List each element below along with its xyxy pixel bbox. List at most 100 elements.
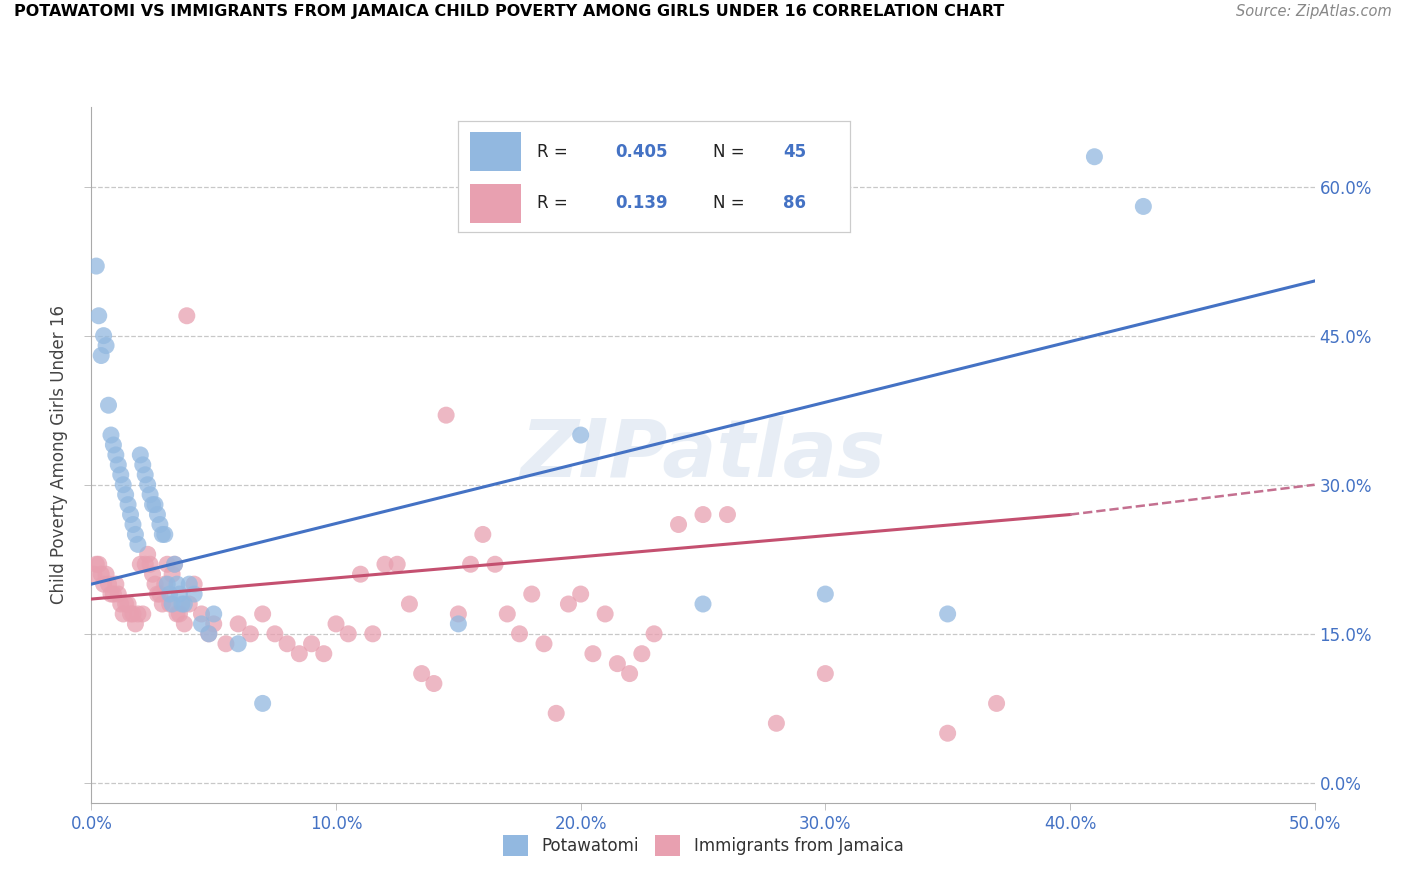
Point (325, 616, 347, 631)
Point (159, 597, 181, 611)
Point (149, 587, 172, 601)
Point (569, 587, 592, 601)
Point (124, 527, 146, 541)
Point (337, 627, 360, 641)
Point (94, 338, 117, 352)
Point (484, 558, 506, 572)
Point (129, 448, 152, 462)
Point (117, 597, 139, 611)
Point (716, 508, 738, 522)
Point (143, 498, 166, 512)
Point (149, 517, 172, 532)
Point (765, 716, 787, 731)
Point (139, 488, 162, 502)
Point (582, 647, 605, 661)
Point (183, 587, 205, 601)
Point (173, 597, 195, 611)
Point (496, 607, 519, 621)
Point (90, 349, 112, 363)
Point (124, 616, 146, 631)
Point (447, 607, 470, 621)
Point (179, 597, 201, 611)
Point (129, 558, 152, 572)
Point (252, 607, 274, 621)
Point (411, 666, 433, 681)
Point (643, 627, 665, 641)
Point (141, 567, 163, 582)
Y-axis label: Child Poverty Among Girls Under 16: Child Poverty Among Girls Under 16 (51, 305, 69, 605)
Point (593, 607, 616, 621)
Point (166, 607, 188, 621)
Point (107, 587, 129, 601)
Point (398, 597, 420, 611)
Point (631, 647, 654, 661)
Point (226, 616, 249, 631)
Point (160, 567, 183, 582)
Point (471, 527, 494, 541)
Point (112, 477, 135, 491)
Point (183, 577, 205, 591)
Point (87, 558, 110, 572)
Point (156, 577, 179, 591)
Point (460, 558, 482, 572)
Point (986, 697, 1008, 711)
Point (533, 637, 555, 651)
Point (423, 676, 446, 690)
Point (84, 259, 107, 273)
Text: Source: ZipAtlas.com: Source: ZipAtlas.com (1236, 4, 1392, 20)
Point (97, 577, 120, 591)
Point (226, 637, 249, 651)
Point (103, 587, 125, 601)
Point (100, 587, 122, 601)
Point (936, 607, 959, 621)
Point (134, 467, 156, 482)
Point (139, 558, 162, 572)
Point (110, 467, 132, 482)
Point (692, 597, 714, 611)
Point (668, 517, 690, 532)
Point (114, 488, 136, 502)
Point (120, 607, 142, 621)
Point (122, 517, 145, 532)
Point (87, 309, 110, 323)
Point (120, 508, 142, 522)
Point (288, 647, 311, 661)
Point (83, 567, 105, 582)
Point (150, 597, 173, 611)
Point (156, 558, 179, 572)
Point (104, 448, 127, 462)
Point (90, 567, 112, 582)
Point (159, 587, 181, 601)
Point (93, 577, 115, 591)
Point (163, 558, 186, 572)
Point (134, 558, 156, 572)
Point (606, 657, 628, 671)
Point (104, 577, 127, 591)
Point (170, 597, 193, 611)
Point (169, 607, 191, 621)
Point (141, 498, 163, 512)
Point (107, 458, 129, 472)
Point (198, 627, 221, 641)
Point (385, 558, 409, 572)
Point (190, 607, 212, 621)
Point (153, 527, 176, 541)
Point (169, 587, 191, 601)
Point (127, 537, 149, 551)
Point (179, 577, 201, 591)
Point (447, 616, 470, 631)
Point (520, 587, 543, 601)
Point (619, 666, 641, 681)
Point (176, 309, 198, 323)
Point (814, 587, 837, 601)
Point (312, 647, 335, 661)
Point (122, 607, 145, 621)
Point (132, 607, 155, 621)
Point (84, 558, 107, 572)
Point (374, 558, 396, 572)
Point (173, 616, 195, 631)
Point (146, 508, 169, 522)
Legend: Potawatomi, Immigrants from Jamaica: Potawatomi, Immigrants from Jamaica (495, 827, 911, 864)
Point (301, 637, 323, 651)
Point (276, 637, 298, 651)
